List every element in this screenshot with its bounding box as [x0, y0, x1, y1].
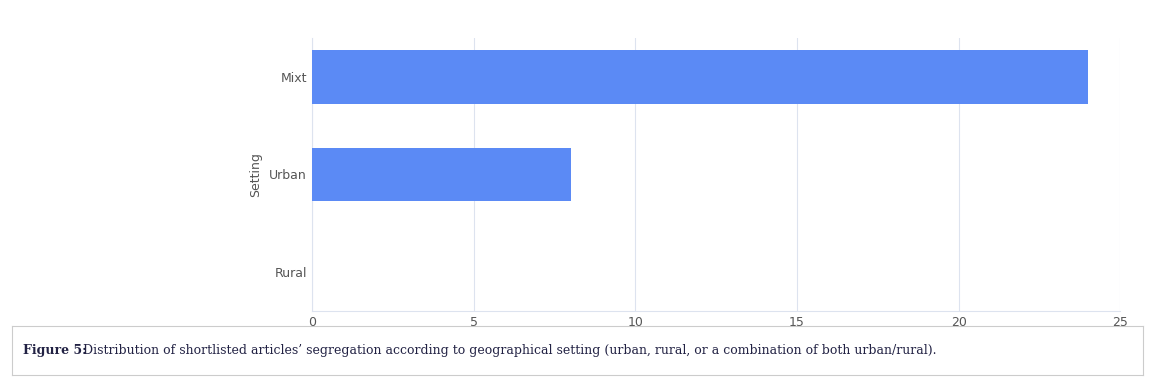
Bar	[312, 147, 571, 201]
Y-axis label: Setting: Setting	[249, 152, 262, 197]
X-axis label: Number of studies: Number of studies	[658, 334, 774, 347]
Text: Figure 5:: Figure 5:	[23, 344, 87, 357]
Text: Distribution of shortlisted articles’ segregation according to geographical sett: Distribution of shortlisted articles’ se…	[79, 344, 937, 357]
Bar	[312, 50, 1088, 104]
